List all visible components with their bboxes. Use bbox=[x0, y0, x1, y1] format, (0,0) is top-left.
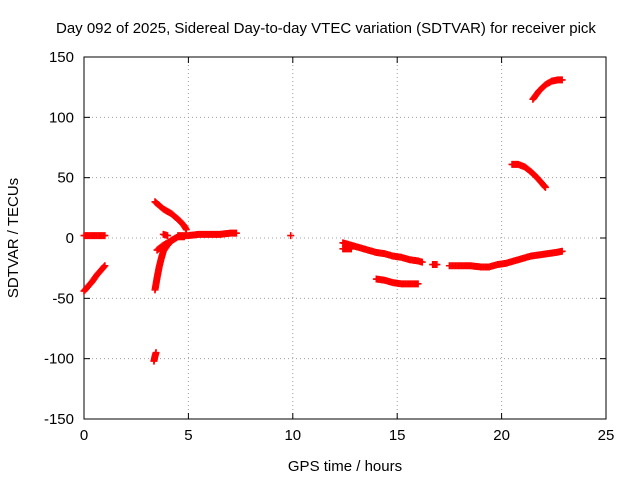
x-axis-label: GPS time / hours bbox=[288, 458, 402, 475]
grid-lines bbox=[84, 57, 606, 419]
data-point bbox=[558, 247, 566, 255]
data-point bbox=[100, 263, 108, 271]
data-series bbox=[174, 229, 240, 240]
data-series bbox=[151, 198, 190, 234]
data-series bbox=[339, 245, 355, 253]
y-tick-label: 150 bbox=[49, 49, 74, 66]
data-point bbox=[182, 226, 190, 234]
data-point bbox=[541, 183, 549, 191]
axis-ticks: 0 5 10 15 20 25 -150 -100 -50 0 50 100 150 bbox=[44, 49, 614, 444]
data-point bbox=[558, 76, 566, 84]
x-tick-label: 20 bbox=[493, 427, 510, 444]
data-point bbox=[232, 229, 240, 237]
x-tick-label: 10 bbox=[284, 427, 301, 444]
data-series bbox=[445, 247, 566, 271]
data-series bbox=[429, 261, 441, 269]
y-tick-label: -100 bbox=[44, 351, 74, 368]
x-tick-label: 0 bbox=[80, 427, 88, 444]
chart-title: Day 092 of 2025, Sidereal Day-to-day VTE… bbox=[56, 20, 596, 37]
data-point bbox=[347, 245, 355, 253]
data-series bbox=[159, 230, 172, 240]
data-point bbox=[287, 232, 295, 240]
data-series bbox=[80, 232, 109, 240]
y-tick-label: -50 bbox=[52, 290, 74, 307]
data-series bbox=[80, 262, 109, 295]
data-point bbox=[164, 232, 172, 240]
data-point bbox=[433, 261, 441, 269]
y-tick-label: 50 bbox=[57, 170, 74, 187]
data-point bbox=[152, 349, 160, 357]
data-point bbox=[101, 232, 109, 240]
data-series bbox=[339, 239, 426, 266]
x-tick-label: 5 bbox=[184, 427, 192, 444]
y-tick-label: 0 bbox=[66, 230, 74, 247]
data-series bbox=[150, 349, 160, 365]
data-series bbox=[529, 76, 566, 103]
data-point bbox=[101, 262, 109, 270]
data-series bbox=[372, 275, 422, 288]
data-point bbox=[414, 280, 422, 288]
data-series bbox=[508, 160, 549, 191]
data-series bbox=[287, 232, 295, 240]
data-points bbox=[80, 76, 566, 365]
y-tick-label: -150 bbox=[44, 411, 74, 428]
y-axis-label: SDTVAR / TECUs bbox=[5, 178, 22, 298]
y-tick-label: 100 bbox=[49, 109, 74, 126]
x-tick-label: 25 bbox=[598, 427, 615, 444]
x-tick-label: 15 bbox=[389, 427, 406, 444]
data-point bbox=[418, 258, 426, 266]
